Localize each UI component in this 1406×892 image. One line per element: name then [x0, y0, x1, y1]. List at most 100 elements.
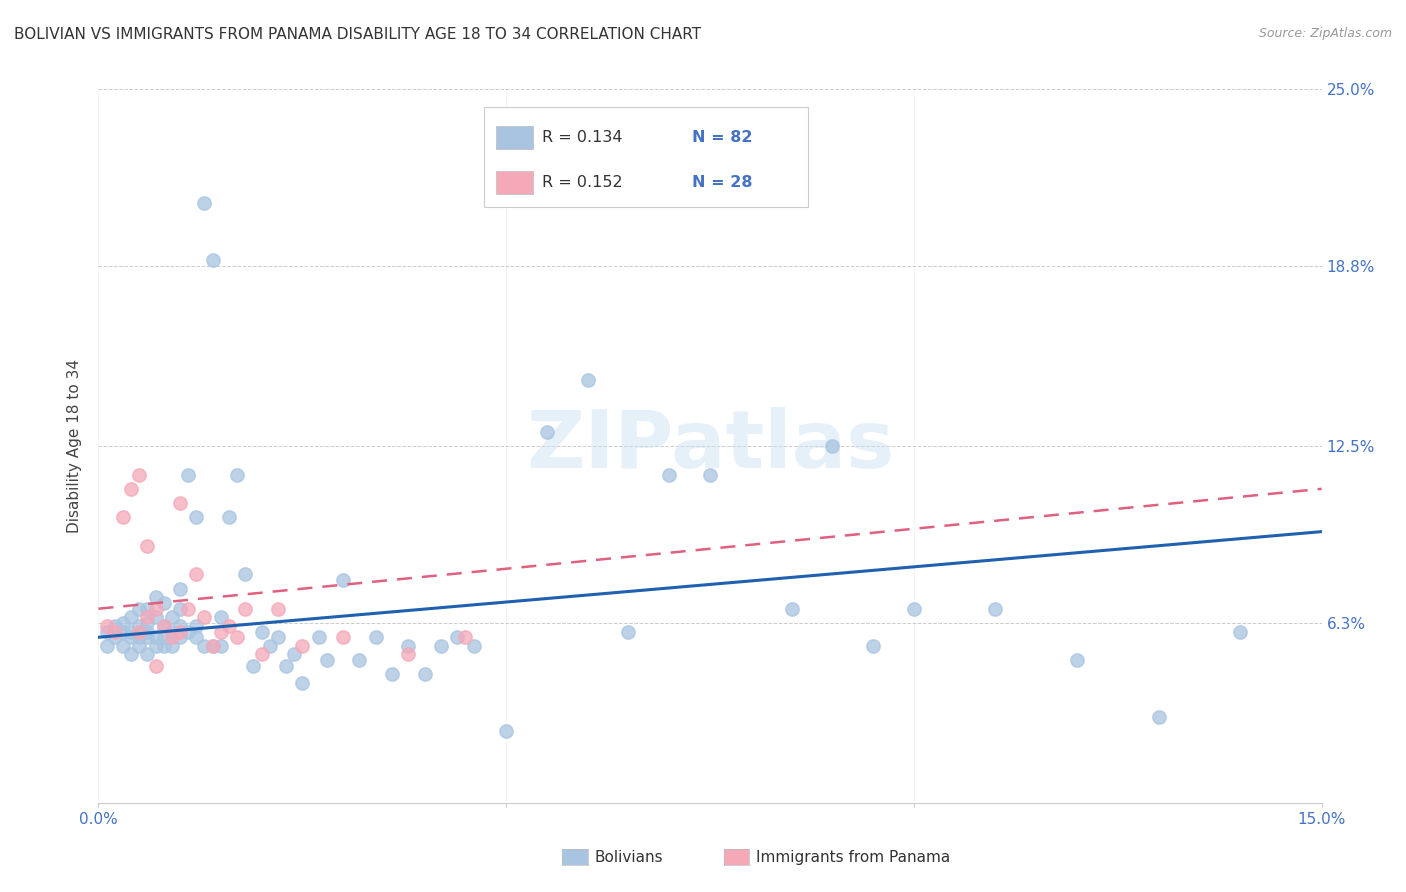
Point [209, 639, 232, 653]
Point [128, 619, 150, 633]
Point [193, 639, 215, 653]
Point [120, 630, 142, 644]
Point [536, 425, 558, 439]
Point [104, 619, 127, 633]
Point [201, 253, 224, 268]
Point [218, 619, 240, 633]
Point [186, 567, 208, 582]
Point [193, 610, 215, 624]
Point [332, 630, 354, 644]
Point [463, 639, 485, 653]
Point [128, 630, 150, 644]
Point [111, 639, 134, 653]
Point [186, 510, 208, 524]
Point [576, 373, 599, 387]
Point [96, 639, 118, 653]
Point [145, 591, 167, 605]
Point [120, 610, 142, 624]
Point [308, 630, 330, 644]
Point [381, 667, 404, 681]
Point [96, 624, 118, 639]
Point [104, 630, 127, 644]
Point [430, 639, 453, 653]
Point [274, 658, 297, 673]
FancyBboxPatch shape [496, 170, 533, 194]
Text: ZIPatlas: ZIPatlas [526, 407, 894, 485]
Point [120, 624, 142, 639]
Point [111, 624, 134, 639]
Point [699, 467, 721, 482]
Point [152, 630, 174, 644]
Text: Source: ZipAtlas.com: Source: ZipAtlas.com [1258, 27, 1392, 40]
Point [1229, 624, 1251, 639]
Text: R = 0.152: R = 0.152 [543, 175, 623, 190]
Point [291, 676, 314, 690]
Point [128, 639, 150, 653]
Point [169, 582, 191, 596]
Point [96, 619, 118, 633]
Point [218, 510, 240, 524]
Point [226, 630, 249, 644]
Text: Immigrants from Panama: Immigrants from Panama [756, 850, 950, 864]
Point [111, 615, 134, 630]
Point [267, 601, 290, 615]
Point [259, 639, 281, 653]
Point [233, 601, 256, 615]
Point [128, 624, 150, 639]
Point [209, 610, 232, 624]
Point [186, 619, 208, 633]
Point [209, 624, 232, 639]
Text: BOLIVIAN VS IMMIGRANTS FROM PANAMA DISABILITY AGE 18 TO 34 CORRELATION CHART: BOLIVIAN VS IMMIGRANTS FROM PANAMA DISAB… [14, 27, 702, 42]
Point [242, 658, 264, 673]
Point [177, 624, 200, 639]
Point [120, 648, 142, 662]
Point [145, 630, 167, 644]
Point [780, 601, 803, 615]
Point [152, 596, 174, 610]
Point [186, 630, 208, 644]
Point [226, 467, 249, 482]
Point [495, 724, 517, 739]
Point [145, 601, 167, 615]
Point [903, 601, 925, 615]
Point [128, 624, 150, 639]
Point [152, 619, 174, 633]
Point [111, 510, 134, 524]
FancyBboxPatch shape [484, 107, 808, 207]
Point [145, 610, 167, 624]
Point [160, 630, 183, 644]
Point [821, 439, 844, 453]
Point [396, 648, 419, 662]
Point [233, 567, 256, 582]
Point [396, 639, 419, 653]
Point [349, 653, 371, 667]
Point [446, 630, 468, 644]
Point [160, 624, 183, 639]
Point [862, 639, 884, 653]
Point [169, 624, 191, 639]
Y-axis label: Disability Age 18 to 34: Disability Age 18 to 34 [67, 359, 83, 533]
Point [201, 639, 224, 653]
Point [128, 601, 150, 615]
Point [136, 539, 159, 553]
Point [152, 619, 174, 633]
Point [177, 601, 200, 615]
Point [169, 619, 191, 633]
Point [1066, 653, 1088, 667]
Point [145, 658, 167, 673]
Point [315, 653, 337, 667]
Point [136, 615, 159, 630]
Point [160, 610, 183, 624]
Point [617, 624, 640, 639]
Point [160, 639, 183, 653]
Point [169, 630, 191, 644]
Point [291, 639, 314, 653]
Point [250, 648, 273, 662]
Point [120, 482, 142, 496]
Point [136, 601, 159, 615]
Text: N = 82: N = 82 [692, 129, 752, 145]
Point [136, 610, 159, 624]
Point [136, 630, 159, 644]
Point [104, 624, 127, 639]
FancyBboxPatch shape [496, 126, 533, 149]
